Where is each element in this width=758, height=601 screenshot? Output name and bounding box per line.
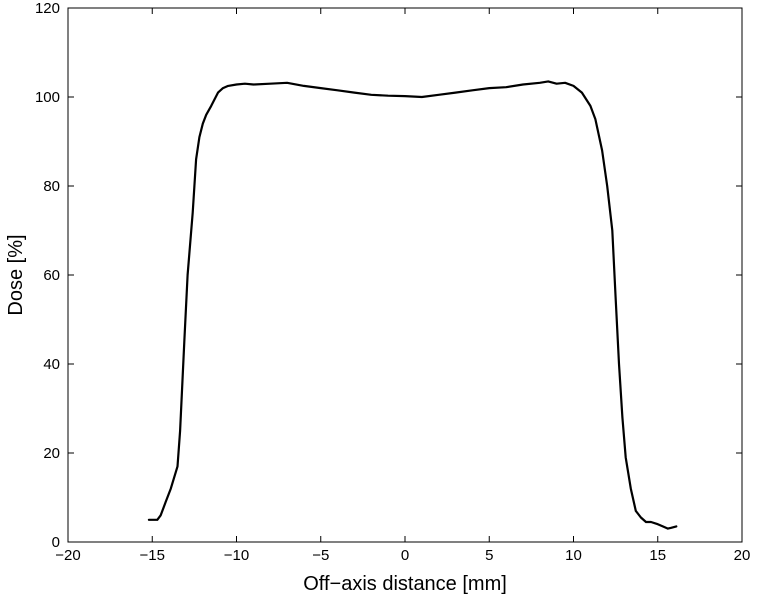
y-tick-label: 20 (43, 445, 60, 462)
y-tick-label: 120 (35, 0, 60, 17)
x-tick-label: −10 (224, 547, 249, 564)
y-axis-label: Dose [%] (5, 234, 27, 315)
x-tick-label: 10 (565, 547, 582, 564)
plot-frame (67, 7, 743, 543)
tick-labels: −20 −15 −10 −5 0 5 10 15 20 0 20 40 60 80 100 120 (35, 0, 750, 564)
y-tick-label: 60 (43, 267, 60, 284)
x-tick-label: −20 (55, 547, 80, 564)
tick-marks (67, 7, 743, 543)
x-tick-label: 15 (649, 547, 666, 564)
series-line-dose (147, 80, 678, 530)
y-tick-label: 40 (43, 356, 60, 373)
x-axis-label: Off−axis distance [mm] (303, 573, 507, 595)
y-tick-label: 0 (52, 534, 60, 551)
x-tick-label: −15 (140, 547, 165, 564)
x-tick-label: 20 (734, 547, 751, 564)
x-tick-label: 5 (485, 547, 493, 564)
y-tick-label: 100 (35, 89, 60, 106)
x-tick-label: 0 (401, 547, 409, 564)
x-tick-label: −5 (312, 547, 329, 564)
y-tick-label: 80 (43, 178, 60, 195)
